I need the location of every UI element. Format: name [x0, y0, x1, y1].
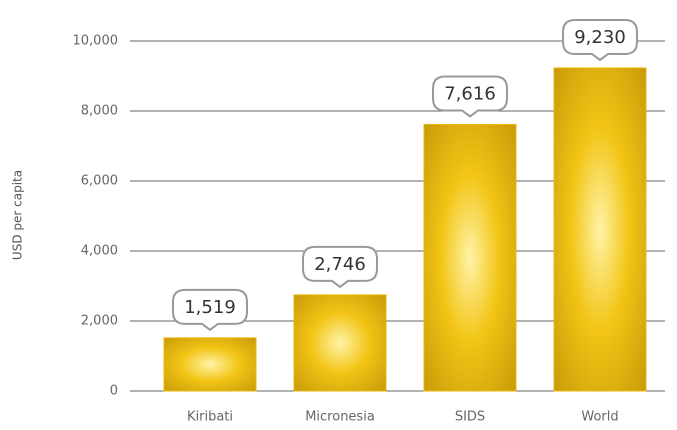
- x-tick-label: SIDS: [455, 410, 485, 425]
- y-tick-label: 8,000: [81, 104, 118, 119]
- value-bubble: [172, 288, 248, 332]
- value-bubble: [562, 18, 638, 62]
- y-tick-label: 10,000: [73, 34, 119, 49]
- bar: [293, 294, 387, 392]
- bar: [163, 337, 257, 392]
- x-tick-label: Kiribati: [187, 410, 233, 425]
- value-label: 2,746: [314, 254, 366, 275]
- x-tick-label: World: [581, 410, 618, 425]
- y-tick-label: 6,000: [81, 174, 118, 189]
- value-bubble: [302, 245, 378, 289]
- bar: [423, 123, 517, 392]
- value-label: 1,519: [184, 297, 236, 318]
- x-tick-label: Micronesia: [305, 410, 375, 425]
- y-tick-label: 4,000: [81, 244, 118, 259]
- bar: [553, 67, 647, 392]
- y-tick-label: 2,000: [81, 314, 118, 329]
- y-tick-label: 0: [110, 384, 118, 399]
- value-label: 9,230: [574, 27, 626, 48]
- value-label: 7,616: [444, 83, 496, 104]
- y-axis-label: USD per capita: [11, 170, 25, 260]
- value-bubble: [432, 75, 508, 118]
